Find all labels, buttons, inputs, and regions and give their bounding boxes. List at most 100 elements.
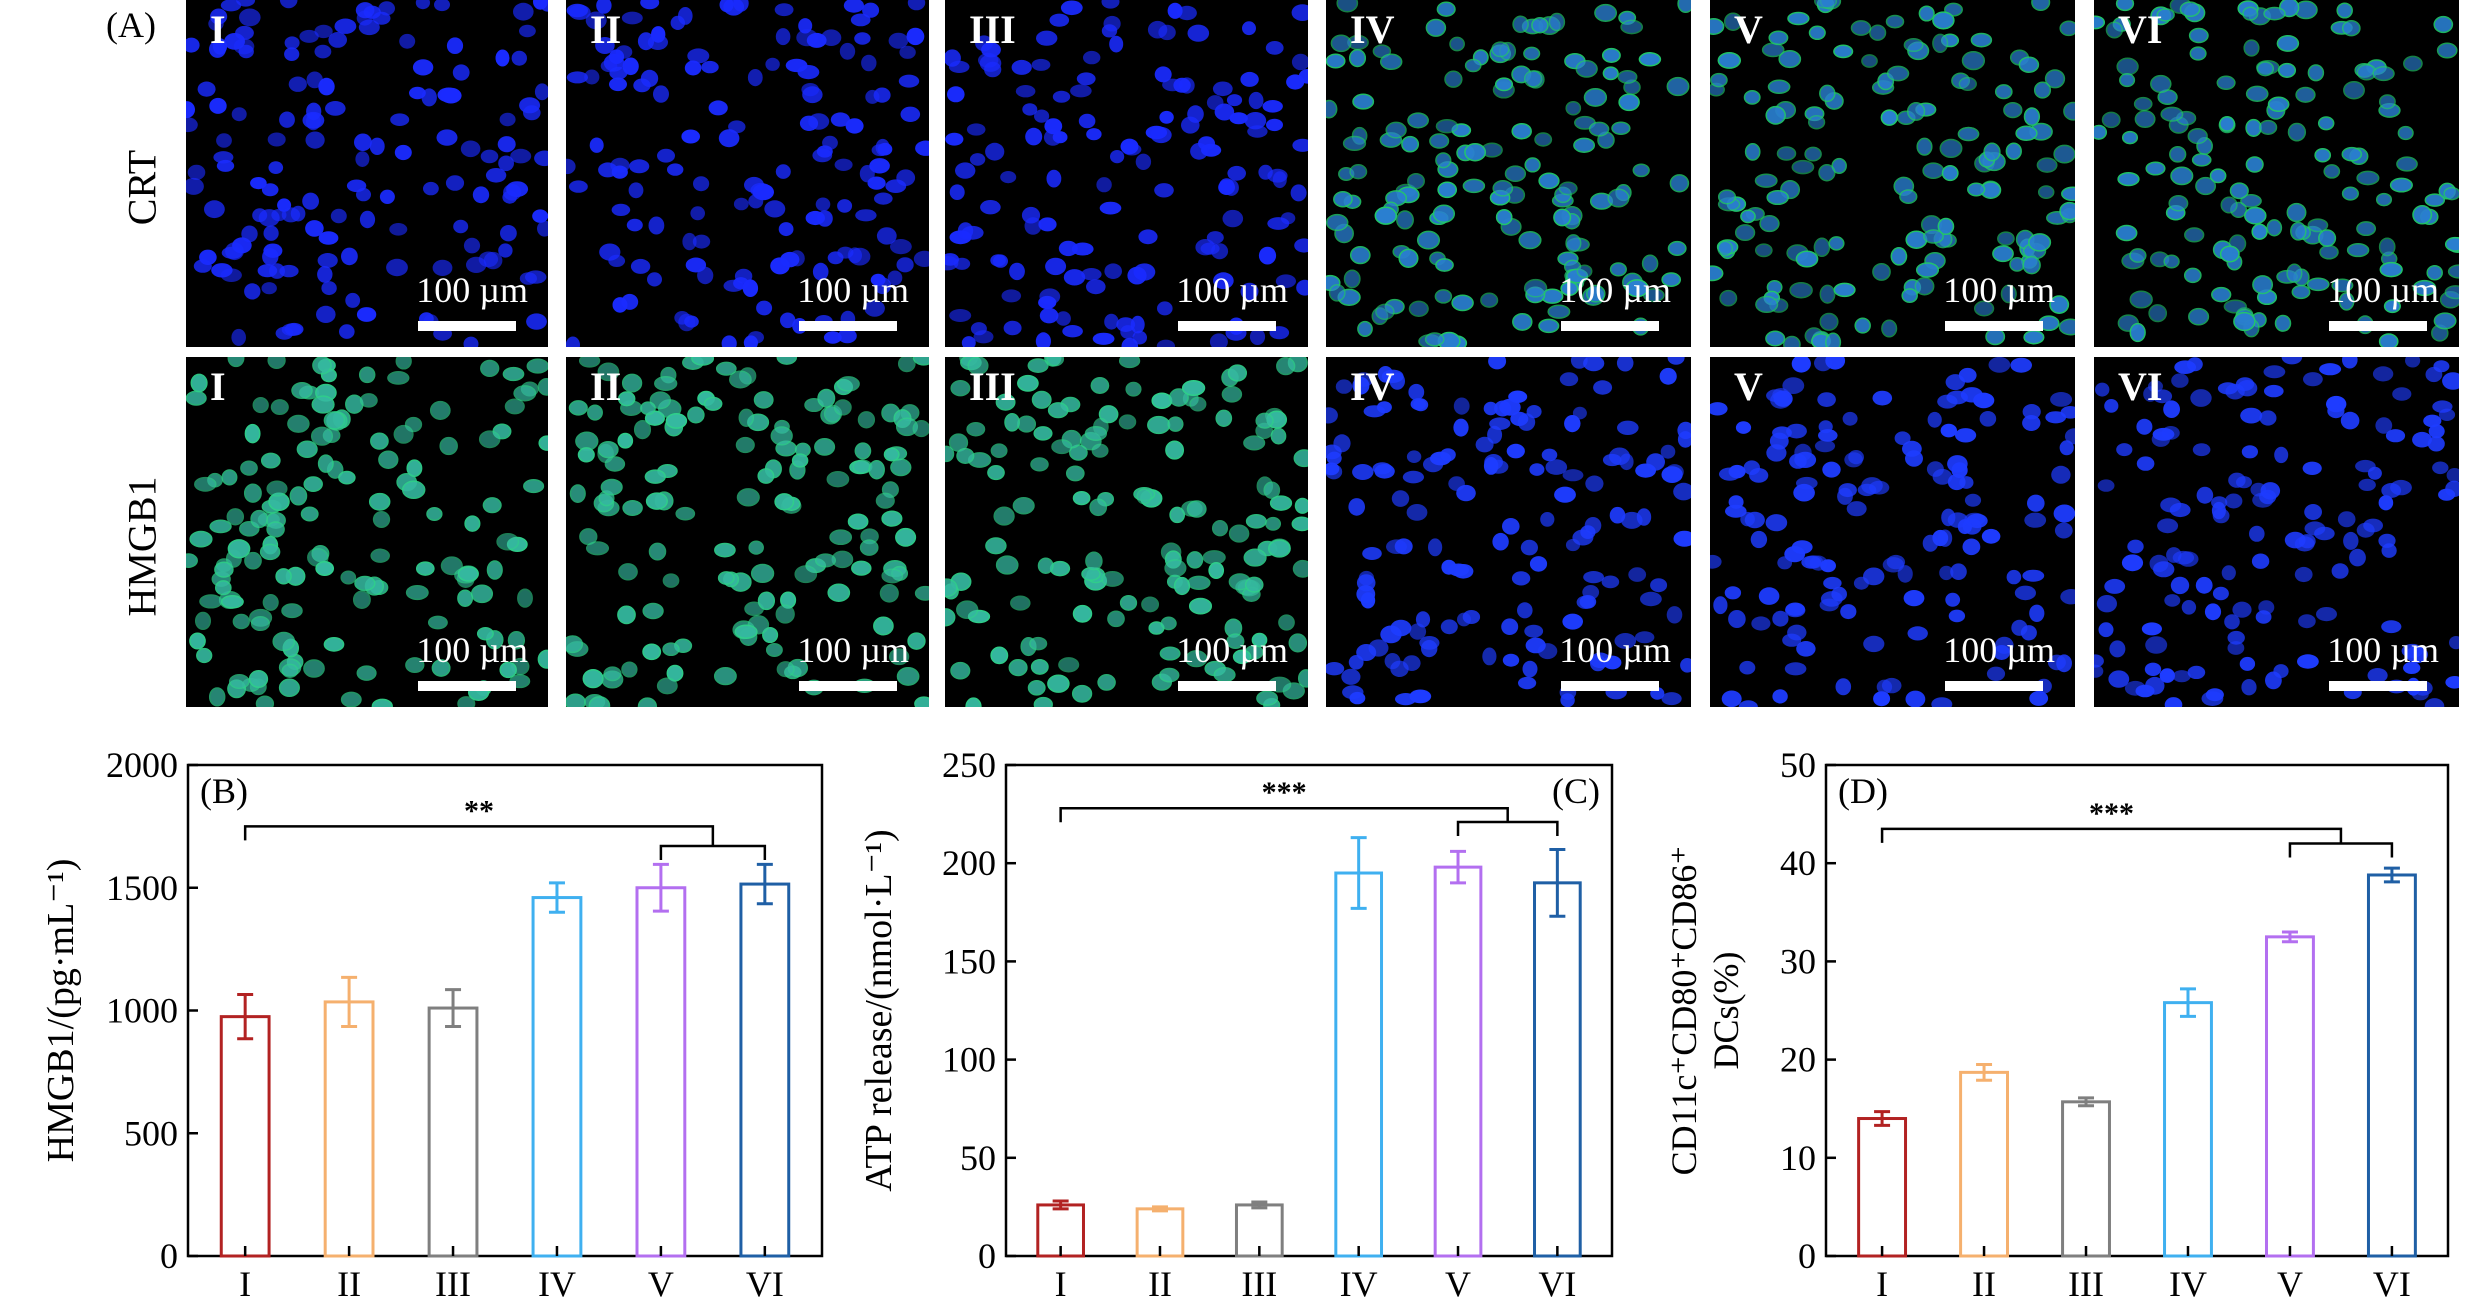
scale-bar [799, 321, 897, 331]
panel-letter: (C) [1552, 771, 1600, 811]
bar [323, 1000, 375, 1258]
scale-label: 100 µm [416, 270, 528, 310]
scale-bar [799, 681, 897, 691]
x-tick-label: III [1241, 1264, 1277, 1304]
bar [2163, 1001, 2213, 1258]
y-tick-label: 10 [1780, 1138, 1816, 1178]
cell-nuclei [186, 0, 548, 347]
x-tick-label: V [2277, 1264, 2303, 1304]
micrograph-crt-iii: III 100 µm [945, 0, 1308, 347]
cell-nuclei [186, 357, 548, 707]
tile-label: IV [1350, 364, 1395, 409]
cell-nuclei [2094, 0, 2459, 347]
tile-label: IV [1350, 7, 1395, 52]
bar [1334, 871, 1384, 1258]
cell-nuclei [1326, 357, 1691, 707]
bar [635, 886, 687, 1258]
tile-label: I [210, 7, 226, 52]
tile-label: V [1734, 364, 1763, 409]
micrograph-hmgb1-iv: IV 100 µm [1326, 357, 1691, 707]
micrograph-hmgb1-vi: VI 100 µm [2094, 357, 2459, 707]
cell-nuclei [566, 357, 929, 707]
x-tick-label: VI [1538, 1264, 1576, 1304]
significance-label: ** [464, 794, 494, 827]
y-tick-label: 0 [978, 1236, 996, 1276]
y-tick-label: 2000 [106, 745, 178, 785]
tile-label: III [969, 7, 1016, 52]
x-tick-label: VI [2373, 1264, 2411, 1304]
x-tick-label: II [1972, 1264, 1996, 1304]
significance-bracket-inner [659, 844, 767, 861]
x-tick-label: I [1055, 1264, 1067, 1304]
x-tick-label: V [648, 1264, 674, 1304]
y-axis-label-line1: CD11c⁺CD80⁺CD86⁺ [1664, 846, 1704, 1176]
cell-nuclei [1710, 0, 2075, 347]
tile-label: II [590, 364, 622, 409]
bar [1533, 881, 1582, 1258]
scale-bar [1561, 321, 1659, 331]
micrograph-hmgb1-i: I 100 µm [186, 357, 548, 707]
y-tick-label: 30 [1780, 941, 1816, 981]
micrograph-hmgb1-v: V 100 µm [1710, 357, 2075, 707]
y-axis-label-line2: DCs(%) [1706, 952, 1746, 1070]
plot-frame [1004, 763, 1614, 1258]
row-label-hmgb1: HMGB1 [119, 476, 165, 617]
micrograph-crt-i: I 100 µm [186, 0, 548, 347]
scale-bar [1178, 681, 1276, 691]
scale-bar [1178, 321, 1276, 331]
x-tick-label: VI [746, 1264, 784, 1304]
scale-bar [2329, 321, 2427, 331]
bar [1433, 865, 1483, 1258]
cell-nuclei [1710, 357, 2075, 707]
x-tick-label: II [337, 1264, 361, 1304]
tile-label: VI [2118, 7, 2163, 52]
scale-label: 100 µm [797, 630, 909, 670]
cell-nuclei [1326, 0, 1691, 347]
tile-label: III [969, 364, 1016, 409]
scale-bar [1945, 321, 2043, 331]
tile-label: VI [2118, 364, 2163, 409]
x-tick-label: IV [538, 1264, 576, 1304]
tile-label: I [210, 364, 226, 409]
row-label-crt: CRT [119, 149, 165, 226]
y-axis-label: HMGB1/(pg·mL⁻¹) [40, 859, 82, 1163]
panel-letter: (B) [200, 771, 248, 811]
micrograph-crt-ii: II 100 µm [566, 0, 929, 347]
plot-frame [1824, 763, 2450, 1258]
bar [2366, 873, 2417, 1258]
bar [1857, 1117, 1908, 1258]
micrograph-crt-iv: IV 100 µm [1326, 0, 1691, 347]
bar [427, 1006, 479, 1258]
y-tick-label: 150 [942, 941, 996, 981]
y-tick-label: 20 [1780, 1040, 1816, 1080]
x-tick-label: I [239, 1264, 251, 1304]
tile-label: V [1734, 7, 1763, 52]
y-tick-label: 1000 [106, 991, 178, 1031]
x-tick-label: IV [1340, 1264, 1378, 1304]
y-tick-label: 250 [942, 745, 996, 785]
y-tick-label: 1500 [106, 868, 178, 908]
scale-label: 100 µm [2327, 630, 2439, 670]
plot-frame [186, 763, 824, 1258]
scale-bar [418, 681, 516, 691]
panel-letter: (D) [1838, 771, 1888, 811]
y-axis-label: ATP release/(nmol·L⁻¹) [858, 829, 900, 1191]
scale-label: 100 µm [1559, 270, 1671, 310]
scale-bar [1945, 681, 2043, 691]
significance-label: *** [2089, 797, 2134, 830]
micrograph-crt-vi: VI 100 µm [2094, 0, 2459, 347]
cell-nuclei [2094, 357, 2459, 707]
scale-label: 100 µm [1176, 630, 1288, 670]
scale-label: 100 µm [416, 630, 528, 670]
micrograph-hmgb1-iii: III 100 µm [945, 357, 1308, 707]
significance-bracket [1059, 806, 1509, 823]
scale-label: 100 µm [1943, 270, 2055, 310]
y-tick-label: 200 [942, 843, 996, 883]
scale-bar [1561, 681, 1659, 691]
significance-bracket-inner [2288, 842, 2394, 858]
micrograph-hmgb1-ii: II 100 µm [566, 357, 929, 707]
x-tick-label: III [435, 1264, 471, 1304]
